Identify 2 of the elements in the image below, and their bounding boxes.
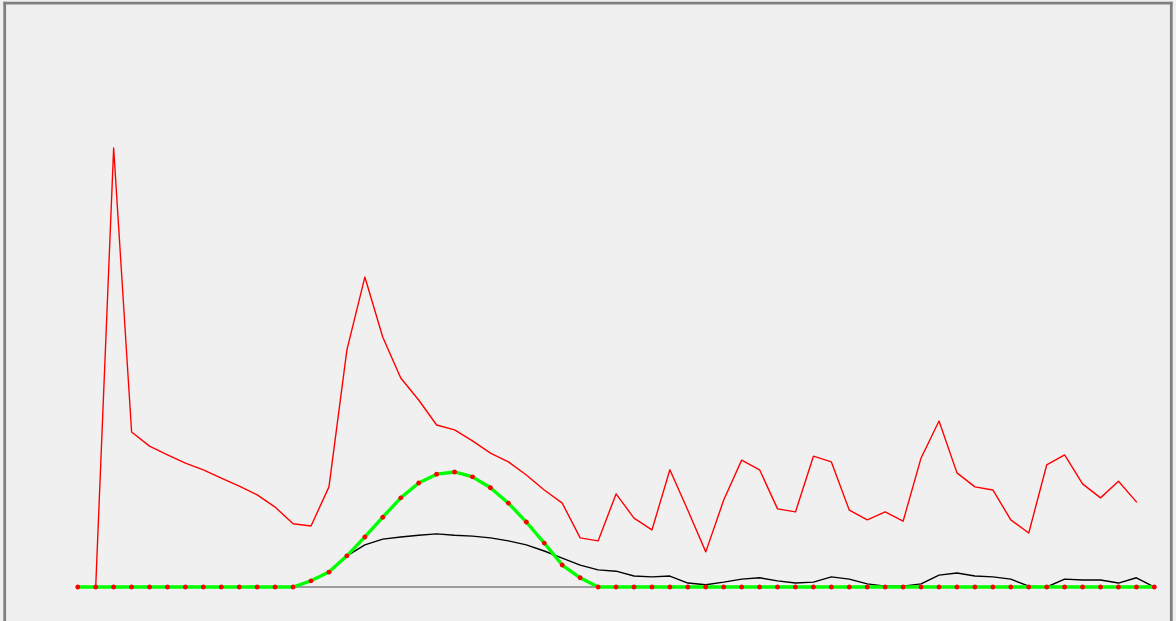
point — [75, 584, 81, 590]
point — [93, 584, 99, 590]
